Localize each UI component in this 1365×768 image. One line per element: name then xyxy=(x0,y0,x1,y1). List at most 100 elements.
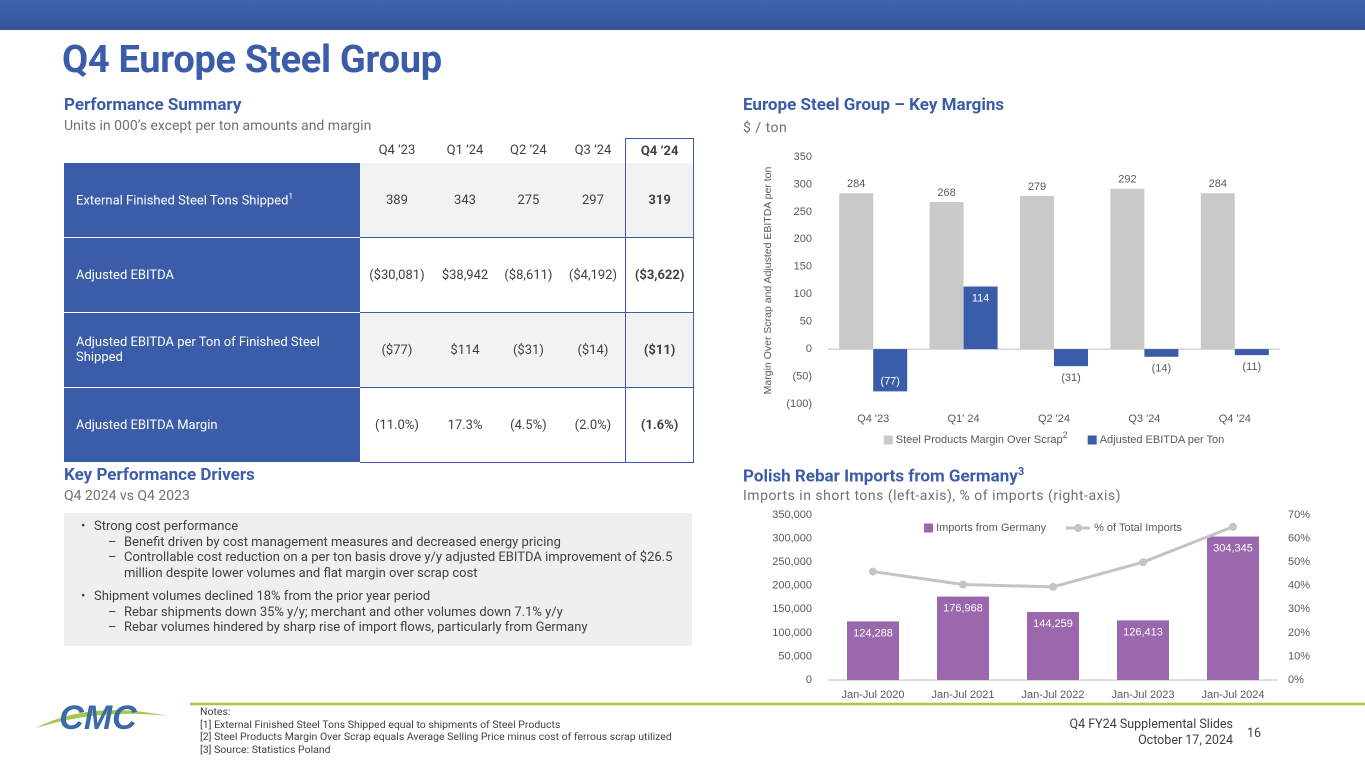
header-row: Q4 ’23 Q1 ’24 Q2 ’24 Q3 ’24 Q4 ’24 xyxy=(64,138,694,164)
y-axis-title: Margin Over Scrap and Adjusted EBITDA pe… xyxy=(762,167,774,395)
bar xyxy=(929,202,964,350)
y-tick-label: (50) xyxy=(792,370,812,382)
x-tick-label: Jan-Jul 2021 xyxy=(932,689,995,701)
bar xyxy=(1027,611,1079,680)
y-tick-label: 50,000 xyxy=(778,650,812,662)
line-marker xyxy=(1139,558,1147,567)
bar xyxy=(873,349,908,392)
legend-label: Adjusted EBITDA per Ton xyxy=(1100,434,1225,446)
chart-title-note: 3 xyxy=(1017,465,1025,478)
logo: CMC xyxy=(36,699,168,737)
y2-tick-label: 70% xyxy=(1288,509,1310,521)
y-tick-label: 300,000 xyxy=(772,532,812,544)
table-cell: 17.3% xyxy=(433,387,497,463)
data-label: 114 xyxy=(972,292,990,304)
note: [1] External Finished Steel Tons Shipped… xyxy=(200,717,561,731)
data-label: (31) xyxy=(1061,372,1081,384)
footer-date: October 17, 2024 xyxy=(1138,733,1233,748)
y-tick-label: 0 xyxy=(806,343,812,355)
data-label: 144,259 xyxy=(1033,618,1073,630)
bar xyxy=(1117,620,1169,680)
line xyxy=(872,525,1234,589)
y-tick-label: 200 xyxy=(794,233,812,245)
legend: Imports from Germany % of Total Imports xyxy=(924,522,1182,534)
data-label: (11) xyxy=(1242,361,1261,373)
y2-tick-label: 20% xyxy=(1288,627,1310,639)
y-tick-label: 300 xyxy=(794,178,812,190)
y-tick-label: 100 xyxy=(794,288,812,300)
table-cell: ($77) xyxy=(360,312,434,388)
bar xyxy=(937,596,989,680)
notes: Notes: [1] External Finished Steel Tons S… xyxy=(200,705,672,756)
bar xyxy=(1207,536,1259,680)
y-tick-label: 100,000 xyxy=(772,627,812,639)
x-tick-label: Jan-Jul 2022 xyxy=(1022,689,1085,701)
y-tick-label: 250,000 xyxy=(772,556,812,568)
page-number: 16 xyxy=(1247,726,1262,741)
y2-tick-label: 60% xyxy=(1288,532,1310,544)
y-tick-label: 350 xyxy=(794,151,812,163)
legend-swatch xyxy=(883,435,893,445)
chart-subtitle: $ / ton xyxy=(743,120,788,136)
row-label-text: Adjusted EBITDA per Ton of Finished Stee… xyxy=(76,335,320,365)
bullet: Shipment volumes declined 18% from the p… xyxy=(81,589,678,636)
legend-swatch xyxy=(1087,435,1097,445)
legend-label-text: Steel Products Margin Over Scrap xyxy=(896,434,1063,446)
bar xyxy=(847,621,899,680)
table-cell: ($11) xyxy=(625,312,694,388)
legend: Steel Products Margin Over Scrap2 Adjuste… xyxy=(883,430,1225,446)
line-marker xyxy=(1229,522,1237,531)
table-cell: 275 xyxy=(496,163,561,238)
x-tick-label: Jan-Jul 2024 xyxy=(1202,689,1265,701)
section-title: Key Performance Drivers xyxy=(64,465,255,485)
line-marker xyxy=(1049,582,1057,591)
y2-tick-label: 30% xyxy=(1288,603,1310,615)
table-cell: $38,942 xyxy=(433,237,497,313)
sub-bullet: Rebar shipments down 35% y/y; merchant a… xyxy=(82,605,678,621)
bar xyxy=(1020,195,1054,350)
bullet: Strong cost performanceBenefit driven by… xyxy=(81,519,678,581)
legend-label: Steel Products Margin Over Scrap2 xyxy=(896,430,1068,446)
table-cell: 297 xyxy=(560,163,626,238)
x-tick-label: Jan-Jul 2020 xyxy=(842,689,905,701)
sub-bullet: Benefit driven by cost management measur… xyxy=(82,535,678,551)
table-cell: (11.0%) xyxy=(360,387,434,463)
drivers-box: Strong cost performanceBenefit driven by… xyxy=(64,513,692,646)
x-tick-label: Q4 '24 xyxy=(1219,413,1251,425)
column-header: Q1 ’24 xyxy=(446,143,484,159)
x-tick-label: Q2 '24 xyxy=(1038,413,1070,425)
note: [3] Source: Statistics Poland xyxy=(200,742,331,756)
column-header: Q4 ’24 xyxy=(625,138,694,163)
chart-subtitle: Imports in short tons (left-axis), % of … xyxy=(743,488,1122,504)
bar xyxy=(1110,188,1145,350)
bar xyxy=(1144,349,1179,357)
y-tick-label: 150 xyxy=(794,261,812,273)
data-label: (77) xyxy=(880,375,900,387)
y-tick-label: 200,000 xyxy=(772,580,812,592)
bar xyxy=(839,193,874,350)
table-cell: ($31) xyxy=(496,312,561,388)
footer-deck: Q4 FY24 Supplemental Slides xyxy=(1069,717,1233,732)
column-header: Q2 ’24 xyxy=(510,143,547,159)
sub-list: Rebar shipments down 35% y/y; merchant a… xyxy=(82,605,678,636)
data-label: 268 xyxy=(937,187,955,199)
logo-swoosh xyxy=(36,710,168,728)
row-label: External Finished Steel Tons Shipped1 xyxy=(64,163,360,238)
data-label: 126,413 xyxy=(1123,626,1163,638)
bullet-list: Strong cost performanceBenefit driven by… xyxy=(81,519,678,636)
table-cell: 319 xyxy=(625,163,694,238)
x-tick-label: Jan-Jul 2023 xyxy=(1112,689,1175,701)
data-label: 279 xyxy=(1028,181,1046,193)
data-label: 284 xyxy=(847,178,865,190)
bar xyxy=(1054,349,1088,367)
x-tick-label: Q4 '23 xyxy=(857,413,889,425)
bar xyxy=(1234,349,1269,356)
corner-cell xyxy=(64,139,360,164)
column-header: Q3 ’24 xyxy=(574,143,612,159)
legend-label: % of Total Imports xyxy=(1094,522,1182,534)
data-label: (14) xyxy=(1152,363,1172,375)
row-label-text: External Finished Steel Tons Shipped xyxy=(76,193,289,209)
section-subtitle: Q4 2024 vs Q4 2023 xyxy=(64,488,190,504)
sub-bullet: Rebar volumes hindered by sharp rise of … xyxy=(82,620,678,636)
row-label-text: Adjusted EBITDA Margin xyxy=(76,417,218,433)
